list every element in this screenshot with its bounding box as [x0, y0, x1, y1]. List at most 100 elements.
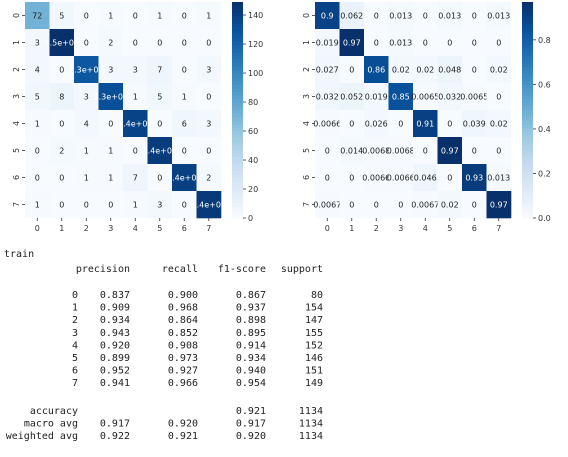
report-recall: 0.973: [168, 353, 198, 364]
colorbar-segment: [522, 66, 533, 71]
cell-label: 0: [374, 39, 379, 48]
cell-label: 0: [59, 120, 64, 129]
cell-label: 0.97: [343, 39, 361, 48]
heatmap-cell: [364, 2, 389, 30]
y-tick-label: 3: [302, 94, 311, 99]
heatmap-cell: [413, 83, 438, 111]
cell-label: 0.0067: [411, 201, 439, 210]
x-tick-label: 1: [59, 224, 64, 233]
heatmap-cell: [486, 2, 512, 30]
x-tick-label: 6: [472, 224, 477, 233]
cell-label: 0.032: [316, 93, 339, 102]
cell-label: 4: [84, 120, 89, 129]
heatmap-cell: [172, 2, 197, 30]
colorbar-segment: [522, 20, 533, 24]
colorbar-segment: [232, 99, 243, 104]
colorbar-segment: [522, 164, 533, 168]
heatmap-cell: [98, 29, 124, 57]
colorbar-segment: [522, 63, 533, 68]
colorbar-segment: [232, 45, 243, 50]
colorbar-segment: [522, 120, 533, 125]
cell-label: 0: [398, 120, 403, 129]
colorbar-tick-label: 100: [248, 69, 263, 78]
heatmap-cell: [123, 29, 148, 57]
y-tick-label: 3: [12, 94, 21, 99]
heatmap-cell: [388, 164, 414, 192]
y-tick-label: 1: [302, 40, 311, 45]
colorbar-tick-label: 0.2: [538, 169, 551, 178]
classification-report: train precision recall f1-score support 0 0.8…: [4, 249, 323, 442]
colorbar-segment: [522, 92, 533, 96]
colorbar-segment: [232, 200, 243, 204]
heatmap-cell: [364, 110, 389, 138]
cell-label: 0: [35, 147, 40, 156]
heatmap-cell: [315, 164, 340, 192]
colorbar-segment: [522, 59, 533, 64]
heatmap-cell: [196, 110, 222, 138]
heatmap-cell: [123, 2, 148, 30]
heatmap-cell: [49, 191, 75, 219]
cell-label: 0: [84, 39, 89, 48]
heatmap-cell: [147, 110, 173, 138]
colorbar-segment: [522, 102, 533, 107]
y-tick-label: 4: [12, 121, 21, 126]
heatmap-cell: [196, 83, 222, 111]
heatmap-cell: [25, 191, 50, 219]
colorbar-segment: [232, 12, 243, 17]
cell-label: 1: [108, 147, 113, 156]
cell-label: 0: [182, 66, 187, 75]
heatmap-cell: [462, 29, 487, 57]
colorbar-segment: [522, 149, 533, 154]
cell-label: 0.013: [389, 39, 412, 48]
report-row-label: 4: [72, 340, 78, 351]
y-tick-label: 7: [12, 202, 21, 207]
cell-label: 0: [349, 174, 354, 183]
cell-label: 1: [206, 12, 211, 21]
heatmap-cell: [98, 164, 124, 192]
cell-label: 0.0067: [313, 201, 341, 210]
heatmap-cell: [364, 56, 389, 84]
x-tick-label: 0: [35, 224, 40, 233]
x-tick-label: 5: [157, 224, 162, 233]
cell-label: 0: [206, 147, 211, 156]
cell-label: 0: [496, 39, 501, 48]
heatmap-cell: [147, 164, 173, 192]
colorbar-segment: [522, 160, 533, 165]
colorbar-segment: [232, 106, 243, 111]
heatmap-cell: [196, 191, 222, 219]
colorbar-segment: [232, 164, 243, 168]
colorbar-segment: [232, 2, 243, 6]
cell-label: 1.3e+02: [93, 93, 128, 102]
heatmap-cell: [98, 83, 124, 111]
colorbar-segment: [232, 30, 243, 35]
heatmap-cell: [388, 191, 414, 219]
heatmap-cell: [196, 164, 222, 192]
colorbar-segment: [232, 149, 243, 154]
heatmap-cell: [74, 137, 99, 165]
report-precision: 0.934: [100, 315, 130, 326]
colorbar-segment: [232, 92, 243, 96]
colorbar-segment: [522, 189, 533, 194]
cell-label: 1: [108, 12, 113, 21]
cell-label: 0.0068: [362, 147, 390, 156]
cell-label: 6: [182, 120, 187, 129]
cell-label: 0: [182, 39, 187, 48]
colorbar-segment: [232, 56, 243, 60]
heatmap-cell: [98, 191, 124, 219]
cell-label: 1: [84, 174, 89, 183]
cell-label: 0.02: [416, 66, 434, 75]
heatmap-cell: [388, 29, 414, 57]
colorbar-segment: [522, 110, 533, 114]
cell-label: 0.02: [490, 66, 508, 75]
report-support: 149: [305, 378, 323, 389]
report-f1: 0.917: [236, 419, 266, 430]
colorbar-tick-label: 0.4: [538, 125, 551, 134]
heatmap-cell: [123, 137, 148, 165]
cell-label: 3: [206, 66, 211, 75]
report-support: 147: [305, 315, 323, 326]
colorbar-segment: [522, 45, 533, 50]
confusion-matrix-normalized: 0.9 0.062 0 0.013 0 0.013 0 0.013 0.019 0.97 0 0.01…: [302, 2, 512, 233]
cell-label: 5: [35, 93, 40, 102]
colorbar-segment: [232, 131, 243, 136]
cell-label: 0.0066: [313, 120, 341, 129]
